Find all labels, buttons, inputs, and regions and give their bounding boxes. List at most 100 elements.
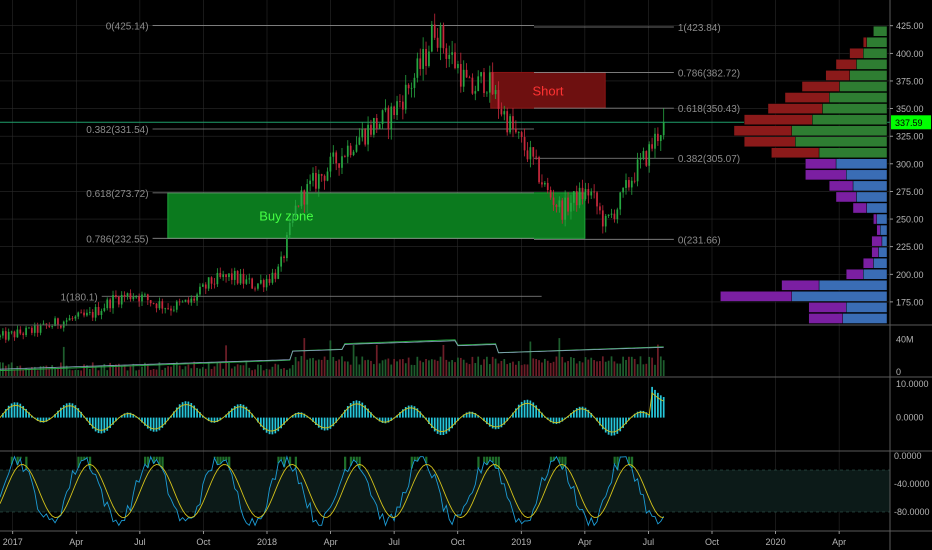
oscillator-bar: [500, 417, 503, 428]
oscillator-bar: [572, 410, 575, 418]
price-axis[interactable]: 425.00 400.00 375.00 350.00 325.00 300.00 275.…: [890, 21, 931, 517]
time-tick-label: 2019: [511, 537, 531, 547]
oscillator-bar: [610, 417, 613, 436]
volume-bar: [465, 362, 468, 376]
candle-body: [54, 318, 56, 327]
volume-bar: [442, 345, 445, 376]
williams-tick-label: -40.0000: [894, 479, 930, 489]
candle-body: [422, 48, 425, 69]
candle-body: [323, 175, 326, 181]
volume-bar: [225, 345, 227, 376]
volume-bar: [549, 362, 552, 376]
volume-bar: [236, 364, 239, 376]
candle-body: [361, 129, 364, 138]
candle-body: [265, 278, 268, 288]
candle-body: [657, 133, 659, 142]
candle-body: [558, 200, 561, 207]
williams-overbought-fill: [630, 456, 634, 468]
candle-body: [344, 156, 346, 158]
candle-body: [129, 293, 132, 300]
volume-bar: [59, 362, 62, 376]
candle-body: [251, 278, 254, 289]
oscillator-bar: [358, 400, 361, 418]
volume-bar: [83, 364, 85, 376]
oscillator-bar: [352, 401, 355, 418]
oscillator-bar: [639, 410, 642, 418]
williams-overbought-fill: [222, 456, 225, 461]
candle-body: [509, 116, 511, 133]
volume-bar: [123, 365, 126, 376]
time-axis[interactable]: 2017 Apr Jul Oct 2018 Apr Jul Oct 2019 Apr Jul Oct 2…: [3, 531, 846, 547]
volume-profile-bar: [880, 224, 888, 236]
volume-bar: [462, 359, 465, 376]
volume-profile-bar: [849, 48, 864, 59]
candle-body: [500, 108, 503, 115]
oscillator-bar: [596, 417, 598, 422]
volume-bar: [222, 368, 225, 376]
oscillator-bar: [407, 405, 410, 418]
fib-left-label: 0(425.14): [106, 22, 149, 33]
oscillator-bar: [178, 404, 181, 418]
candle-body: [390, 106, 393, 130]
fib-right-label: 0(231.66): [678, 235, 721, 246]
volume-bar: [117, 363, 120, 376]
candle-body: [358, 137, 361, 145]
volume-bar: [303, 338, 306, 376]
volume-profile-bar: [856, 191, 888, 203]
candle-body: [659, 135, 662, 142]
candle-body: [570, 202, 572, 212]
candle-body: [462, 69, 465, 87]
candle-body: [610, 213, 613, 215]
candle-body: [141, 294, 143, 302]
oscillator-bar: [239, 404, 242, 418]
volume-profile-bar: [835, 191, 857, 203]
candle-body: [199, 286, 201, 295]
volume-bar: [332, 356, 335, 376]
williams-overbought-fill: [16, 456, 19, 465]
candle-body: [396, 101, 398, 116]
volume-bar: [523, 364, 526, 376]
williams-overbought-fill: [494, 456, 497, 469]
volume-bar: [480, 364, 482, 376]
oscillator-bar: [175, 407, 178, 418]
volume-bar: [413, 365, 416, 376]
volume-bar: [543, 358, 546, 376]
volume-bar: [483, 359, 485, 376]
oscillator-bar: [465, 412, 468, 418]
williams-overbought-fill: [83, 456, 86, 460]
williams-overbought-fill: [358, 456, 361, 469]
oscillator-bar: [274, 417, 277, 434]
oscillator-bar: [457, 417, 459, 421]
volume-profile-bar: [808, 302, 847, 313]
volume-bar: [77, 370, 80, 376]
oscillator-bar: [520, 401, 523, 418]
williams-overbought-fill: [146, 456, 150, 468]
volume-bar: [320, 359, 323, 376]
oscillator-tick-label: 0.0000: [896, 413, 924, 423]
candle-body: [355, 144, 358, 152]
time-tick-label: Jul: [643, 537, 655, 547]
volume-profile-bar: [846, 269, 864, 280]
candle-body: [410, 87, 413, 89]
time-tick-label: 2018: [257, 537, 277, 547]
candle-body: [83, 312, 85, 316]
candle-body: [367, 124, 369, 145]
volume-bar: [367, 359, 369, 376]
oscillator-bar: [413, 406, 416, 418]
candle-body: [364, 129, 367, 145]
oscillator-bar: [549, 417, 552, 423]
oscillator-bar: [642, 410, 645, 418]
williams-overbought-fill: [483, 456, 486, 463]
candle-body: [436, 37, 439, 48]
time-tick-label: Apr: [69, 537, 83, 547]
volume-bar: [570, 357, 572, 376]
candle-body: [309, 180, 311, 185]
oscillator-bar: [515, 408, 517, 418]
williams-overbought-fill: [349, 456, 353, 466]
candle-body: [277, 266, 280, 279]
volume-bar: [36, 370, 39, 376]
candle-body: [561, 200, 564, 220]
price-tick-label: 375.00: [896, 76, 924, 86]
candle-body: [471, 77, 474, 94]
